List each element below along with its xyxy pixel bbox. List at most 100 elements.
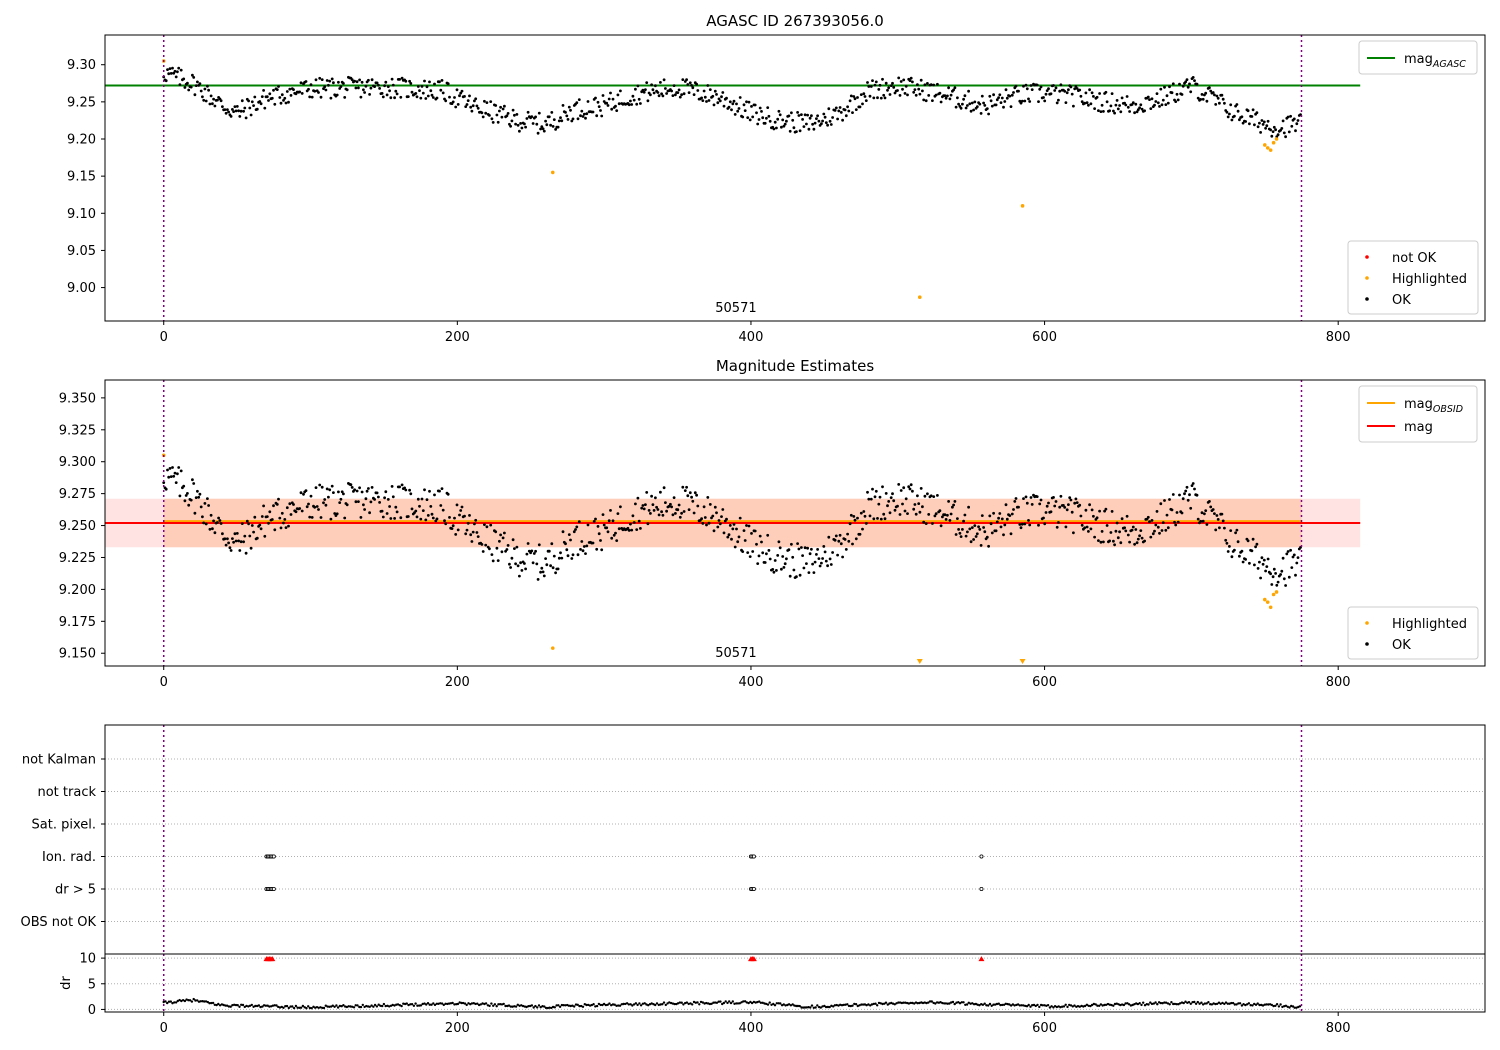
dr-point [484,1002,488,1005]
ok-point [1123,526,1126,530]
ok-point [360,490,364,494]
dr-point [876,1004,879,1007]
ok-point [927,94,931,97]
ok-point [349,483,353,487]
ok-point [896,504,899,508]
dr-point [557,1004,560,1007]
dr-point [254,1004,257,1008]
ok-point [584,552,587,555]
dr-point [187,999,190,1002]
ok-point [242,109,246,113]
ok-point [990,104,994,108]
ok-point [275,503,279,506]
ok-point [320,485,324,489]
ok-point [1125,514,1129,518]
ok-point [859,511,863,515]
dr-point [576,1003,579,1006]
dr-point [608,1002,611,1005]
ok-point [1165,513,1169,517]
dr-point [696,1001,699,1004]
dr-point [1048,1006,1052,1009]
ok-point [448,95,451,99]
dr-point [743,1000,747,1003]
ok-point [755,542,758,546]
ok-point [639,102,642,105]
ok-point [519,561,522,565]
legend-label-sub: OBSID [1433,404,1463,415]
ok-point [390,485,394,488]
dr-point [215,1003,218,1007]
ok-point [446,492,450,496]
dr-point [227,1005,231,1008]
ok-point [1218,101,1221,105]
ok-point [525,117,529,120]
ok-point [741,115,745,119]
dr-point [907,1002,911,1005]
dr-point [1175,1003,1178,1006]
ok-point [901,87,904,91]
ok-point [936,82,939,86]
ok-point [947,500,950,503]
dr-point [268,1005,271,1008]
ok-point [1244,120,1247,123]
dr-point [516,1003,519,1006]
ok-point [728,100,732,104]
ok-point [1190,484,1194,487]
ok-point [537,543,541,547]
dr-point [854,1003,858,1006]
ok-point [691,499,695,503]
ok-point [678,515,682,519]
ok-point [1105,100,1109,104]
dr-point [902,1001,905,1004]
chart-title: AGASC ID 267393056.0 [706,12,884,30]
ok-point [798,573,802,577]
ok-point [927,513,931,516]
ok-point [1098,509,1101,513]
ok-point [611,519,615,523]
dr-point [733,1002,736,1005]
dr-point [839,1003,842,1006]
ok-point [886,504,889,508]
ok-point [957,528,960,531]
ok-point [459,91,463,95]
ok-point [839,111,843,114]
ok-point [877,502,881,506]
dr-point [370,1004,373,1007]
ok-point [1072,104,1075,108]
ok-point [707,99,711,102]
plot-area-3 [105,758,1485,922]
ok-point [1136,537,1140,541]
ok-point [651,503,655,506]
ok-point [1052,84,1055,87]
dr-point [463,1002,467,1005]
ok-point [713,89,717,93]
ok-point [441,508,445,512]
dr-point [851,1004,854,1007]
ok-point [656,508,660,511]
dr-point [1016,1003,1020,1006]
ok-point [227,541,231,545]
ok-point [581,115,585,118]
ok-point [509,124,512,128]
ok-point [939,100,943,104]
ok-point [534,115,537,119]
ok-point [1059,83,1063,87]
ok-point [690,495,693,499]
ok-point [1023,99,1027,103]
ok-point [1275,583,1279,587]
dr-point [802,1006,805,1009]
ok-point [416,85,420,88]
ok-point [896,89,899,92]
ok-point [1043,99,1047,103]
ok-point [667,504,671,508]
ok-point [455,88,459,92]
ok-point [952,503,955,507]
dr-point [509,1005,512,1008]
ok-point [716,525,720,529]
dr-point [722,1001,726,1005]
ok-point [1160,103,1164,107]
ok-point [772,127,776,131]
ok-point [244,551,248,555]
ok-point [1282,131,1286,135]
